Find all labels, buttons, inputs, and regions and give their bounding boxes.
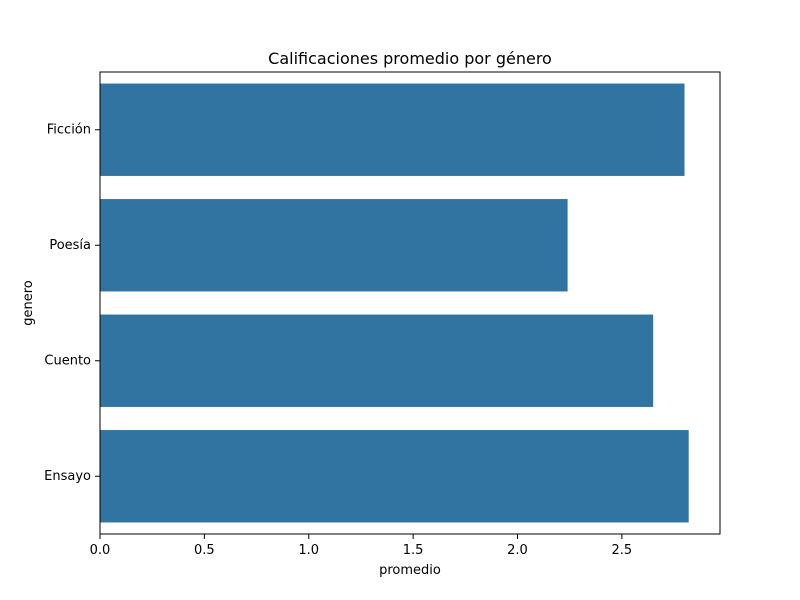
bars-layer (100, 83, 689, 523)
y-tick-label-3: Ensayo (44, 469, 91, 484)
y-tick-label-1: Poesía (49, 238, 91, 253)
plot-frame (99, 71, 721, 535)
y-axis-ticks: Ficción Poesía Cuento Ensayo (44, 122, 100, 484)
y-tick-label-0: Ficción (47, 122, 91, 137)
x-axis-ticks: 0.0 0.5 1.0 1.5 2.0 2.5 (90, 534, 633, 558)
bar-2 (100, 314, 654, 407)
x-tick-label-0: 0.0 (90, 543, 111, 558)
y-axis-label: genero (21, 280, 36, 326)
chart-title: Calificaciones promedio por género (268, 49, 552, 68)
bar-0 (100, 83, 685, 176)
x-tick-label-3: 1.5 (403, 543, 424, 558)
x-axis-label: promedio (379, 563, 441, 578)
y-tick-label-2: Cuento (44, 353, 91, 368)
x-tick-label-5: 2.5 (612, 543, 633, 558)
x-tick-label-1: 0.5 (194, 543, 215, 558)
x-tick-label-4: 2.0 (507, 543, 528, 558)
x-tick-label-2: 1.0 (298, 543, 319, 558)
bar-1 (100, 199, 568, 292)
bar-3 (100, 430, 689, 523)
